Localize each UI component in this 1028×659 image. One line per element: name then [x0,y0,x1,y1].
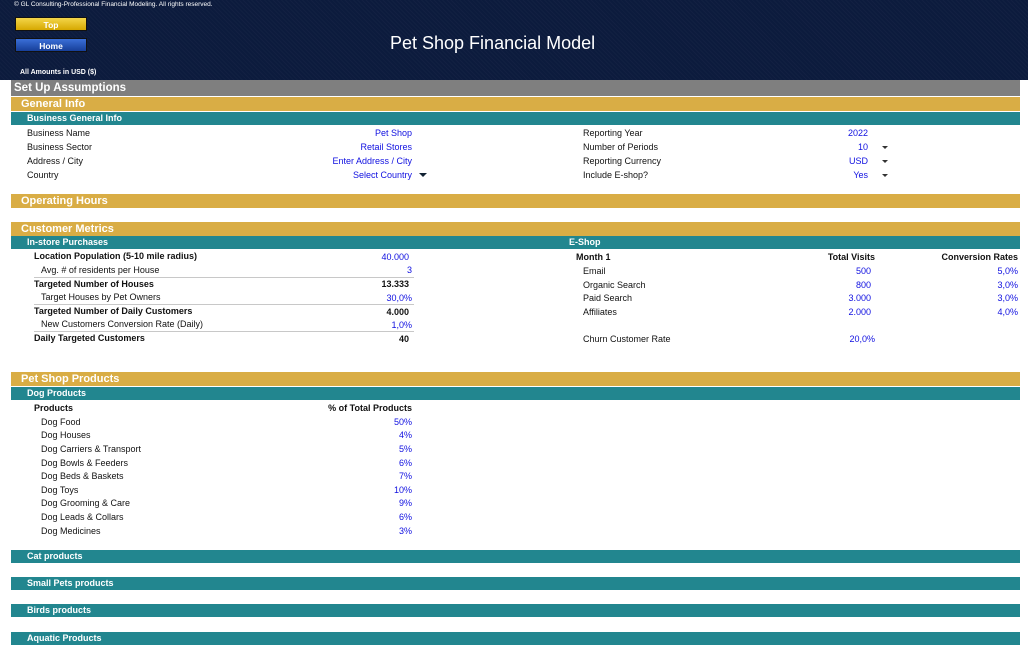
eshop-row-label: Email [583,266,606,276]
eshop-label: E-Shop [569,237,601,247]
daily-targeted-label: Daily Targeted Customers [34,333,145,343]
page-title: Pet Shop Financial Model [390,33,596,53]
reporting-currency-label: Reporting Currency [583,156,662,166]
eshop-row-label: Paid Search [583,293,633,303]
location-population-input[interactable]: 40.000 [381,252,409,262]
product-name: Dog Toys [41,485,79,495]
eshop-visits-input[interactable]: 3.000 [848,293,871,303]
daily-targeted-value: 40 [398,334,409,344]
eshop-visits-input[interactable]: 500 [855,266,871,276]
small-pets-products-band[interactable]: Small Pets products [11,577,1020,590]
currency-dropdown-icon[interactable] [882,160,888,163]
product-pct-input[interactable]: 6% [398,512,412,522]
number-of-periods-select[interactable]: 10 [857,142,868,152]
top-button[interactable]: Top [15,17,87,31]
eshop-visits-header: Total Visits [827,252,875,262]
eshop-rate-input[interactable]: 5,0% [997,266,1018,276]
home-button[interactable]: Home [15,38,87,52]
product-name: Dog Beds & Baskets [41,471,124,481]
daily-customers-value: 4.000 [386,307,409,317]
product-pct-input[interactable]: 7% [398,471,412,481]
product-name: Dog Leads & Collars [41,512,124,522]
product-name: Dog Bowls & Feeders [41,458,129,468]
app-header: © GL Consulting-Professional Financial M… [0,0,1028,80]
country-select[interactable]: Select Country [352,170,412,180]
churn-rate-input[interactable]: 20,0% [849,334,875,344]
business-general-info-band: Business General Info [11,112,1020,125]
eshop-visits-input[interactable]: 800 [855,280,871,290]
product-pct-input[interactable]: 5% [398,444,412,454]
reporting-currency-select[interactable]: USD [848,156,868,166]
product-pct-input[interactable]: 50% [393,417,412,427]
birds-products-band[interactable]: Birds products [11,604,1020,617]
aquatic-products-band[interactable]: Aquatic Products [11,632,1020,645]
product-pct-input[interactable]: 3% [398,526,412,536]
general-info-band: General Info [11,97,1020,111]
product-pct-input[interactable]: 4% [398,430,412,440]
periods-dropdown-icon[interactable] [882,146,888,149]
conversion-rate-label: New Customers Conversion Rate (Daily) [41,319,204,329]
address-label: Address / City [27,156,84,166]
eshop-rate-input[interactable]: 4,0% [997,307,1018,317]
eshop-row-label: Affiliates [583,307,617,317]
eshop-rate-input[interactable]: 3,0% [997,280,1018,290]
amounts-note: All Amounts in USD ($) [20,69,97,76]
churn-rate-label: Churn Customer Rate [583,334,671,344]
product-name: Dog Grooming & Care [41,498,131,508]
business-name-input[interactable]: Pet Shop [374,128,412,138]
business-sector-input[interactable]: Retail Stores [360,142,412,152]
cat-products-band[interactable]: Cat products [11,550,1020,563]
include-eshop-select[interactable]: Yes [853,170,868,180]
targeted-houses-label: Targeted Number of Houses [34,279,154,289]
target-pet-owners-label: Target Houses by Pet Owners [41,292,161,302]
row-separator [34,331,414,332]
residents-per-house-label: Avg. # of residents per House [41,265,160,275]
product-pct-input[interactable]: 10% [393,485,412,495]
row-separator [34,277,414,278]
setup-assumptions-band: Set Up Assumptions [11,80,1020,96]
dog-products-band[interactable]: Dog Products [11,387,1020,400]
product-name: Dog Food [41,417,81,427]
conversion-rate-input[interactable]: 1,0% [391,320,412,330]
reporting-year-input[interactable]: 2022 [847,128,868,138]
instore-purchases-band: In-store Purchases E-Shop [11,236,1020,249]
eshop-rate-input[interactable]: 3,0% [997,293,1018,303]
country-label: Country [27,170,59,180]
eshop-visits-input[interactable]: 2.000 [848,307,871,317]
pet-shop-products-band: Pet Shop Products [11,372,1020,386]
copyright-text: © GL Consulting-Professional Financial M… [14,1,213,8]
products-header: Products [34,403,74,413]
eshop-dropdown-icon[interactable] [882,174,888,177]
include-eshop-label: Include E-shop? [583,170,649,180]
number-of-periods-label: Number of Periods [583,142,659,152]
product-pct-input[interactable]: 9% [398,498,412,508]
product-name: Dog Medicines [41,526,101,536]
product-pct-input[interactable]: 6% [398,458,412,468]
pct-total-header: % of Total Products [328,403,412,413]
row-separator [34,304,414,305]
daily-customers-label: Targeted Number of Daily Customers [34,306,193,316]
instore-purchases-label: In-store Purchases [27,237,109,247]
eshop-conversion-header: Conversion Rates [941,252,1018,262]
targeted-houses-value: 13.333 [381,279,409,289]
address-input[interactable]: Enter Address / City [332,156,412,166]
business-name-label: Business Name [27,128,91,138]
eshop-month-header: Month 1 [576,252,611,262]
customer-metrics-band: Customer Metrics [11,222,1020,236]
operating-hours-band[interactable]: Operating Hours [11,194,1020,208]
location-population-label: Location Population (5-10 mile radius) [34,251,198,261]
reporting-year-label: Reporting Year [583,128,643,138]
business-sector-label: Business Sector [27,142,93,152]
country-dropdown-icon[interactable] [419,173,427,177]
residents-per-house-input[interactable]: 3 [406,265,412,275]
target-pet-owners-input[interactable]: 30,0% [386,293,412,303]
product-name: Dog Carriers & Transport [41,444,142,454]
product-name: Dog Houses [41,430,91,440]
eshop-row-label: Organic Search [583,280,646,290]
